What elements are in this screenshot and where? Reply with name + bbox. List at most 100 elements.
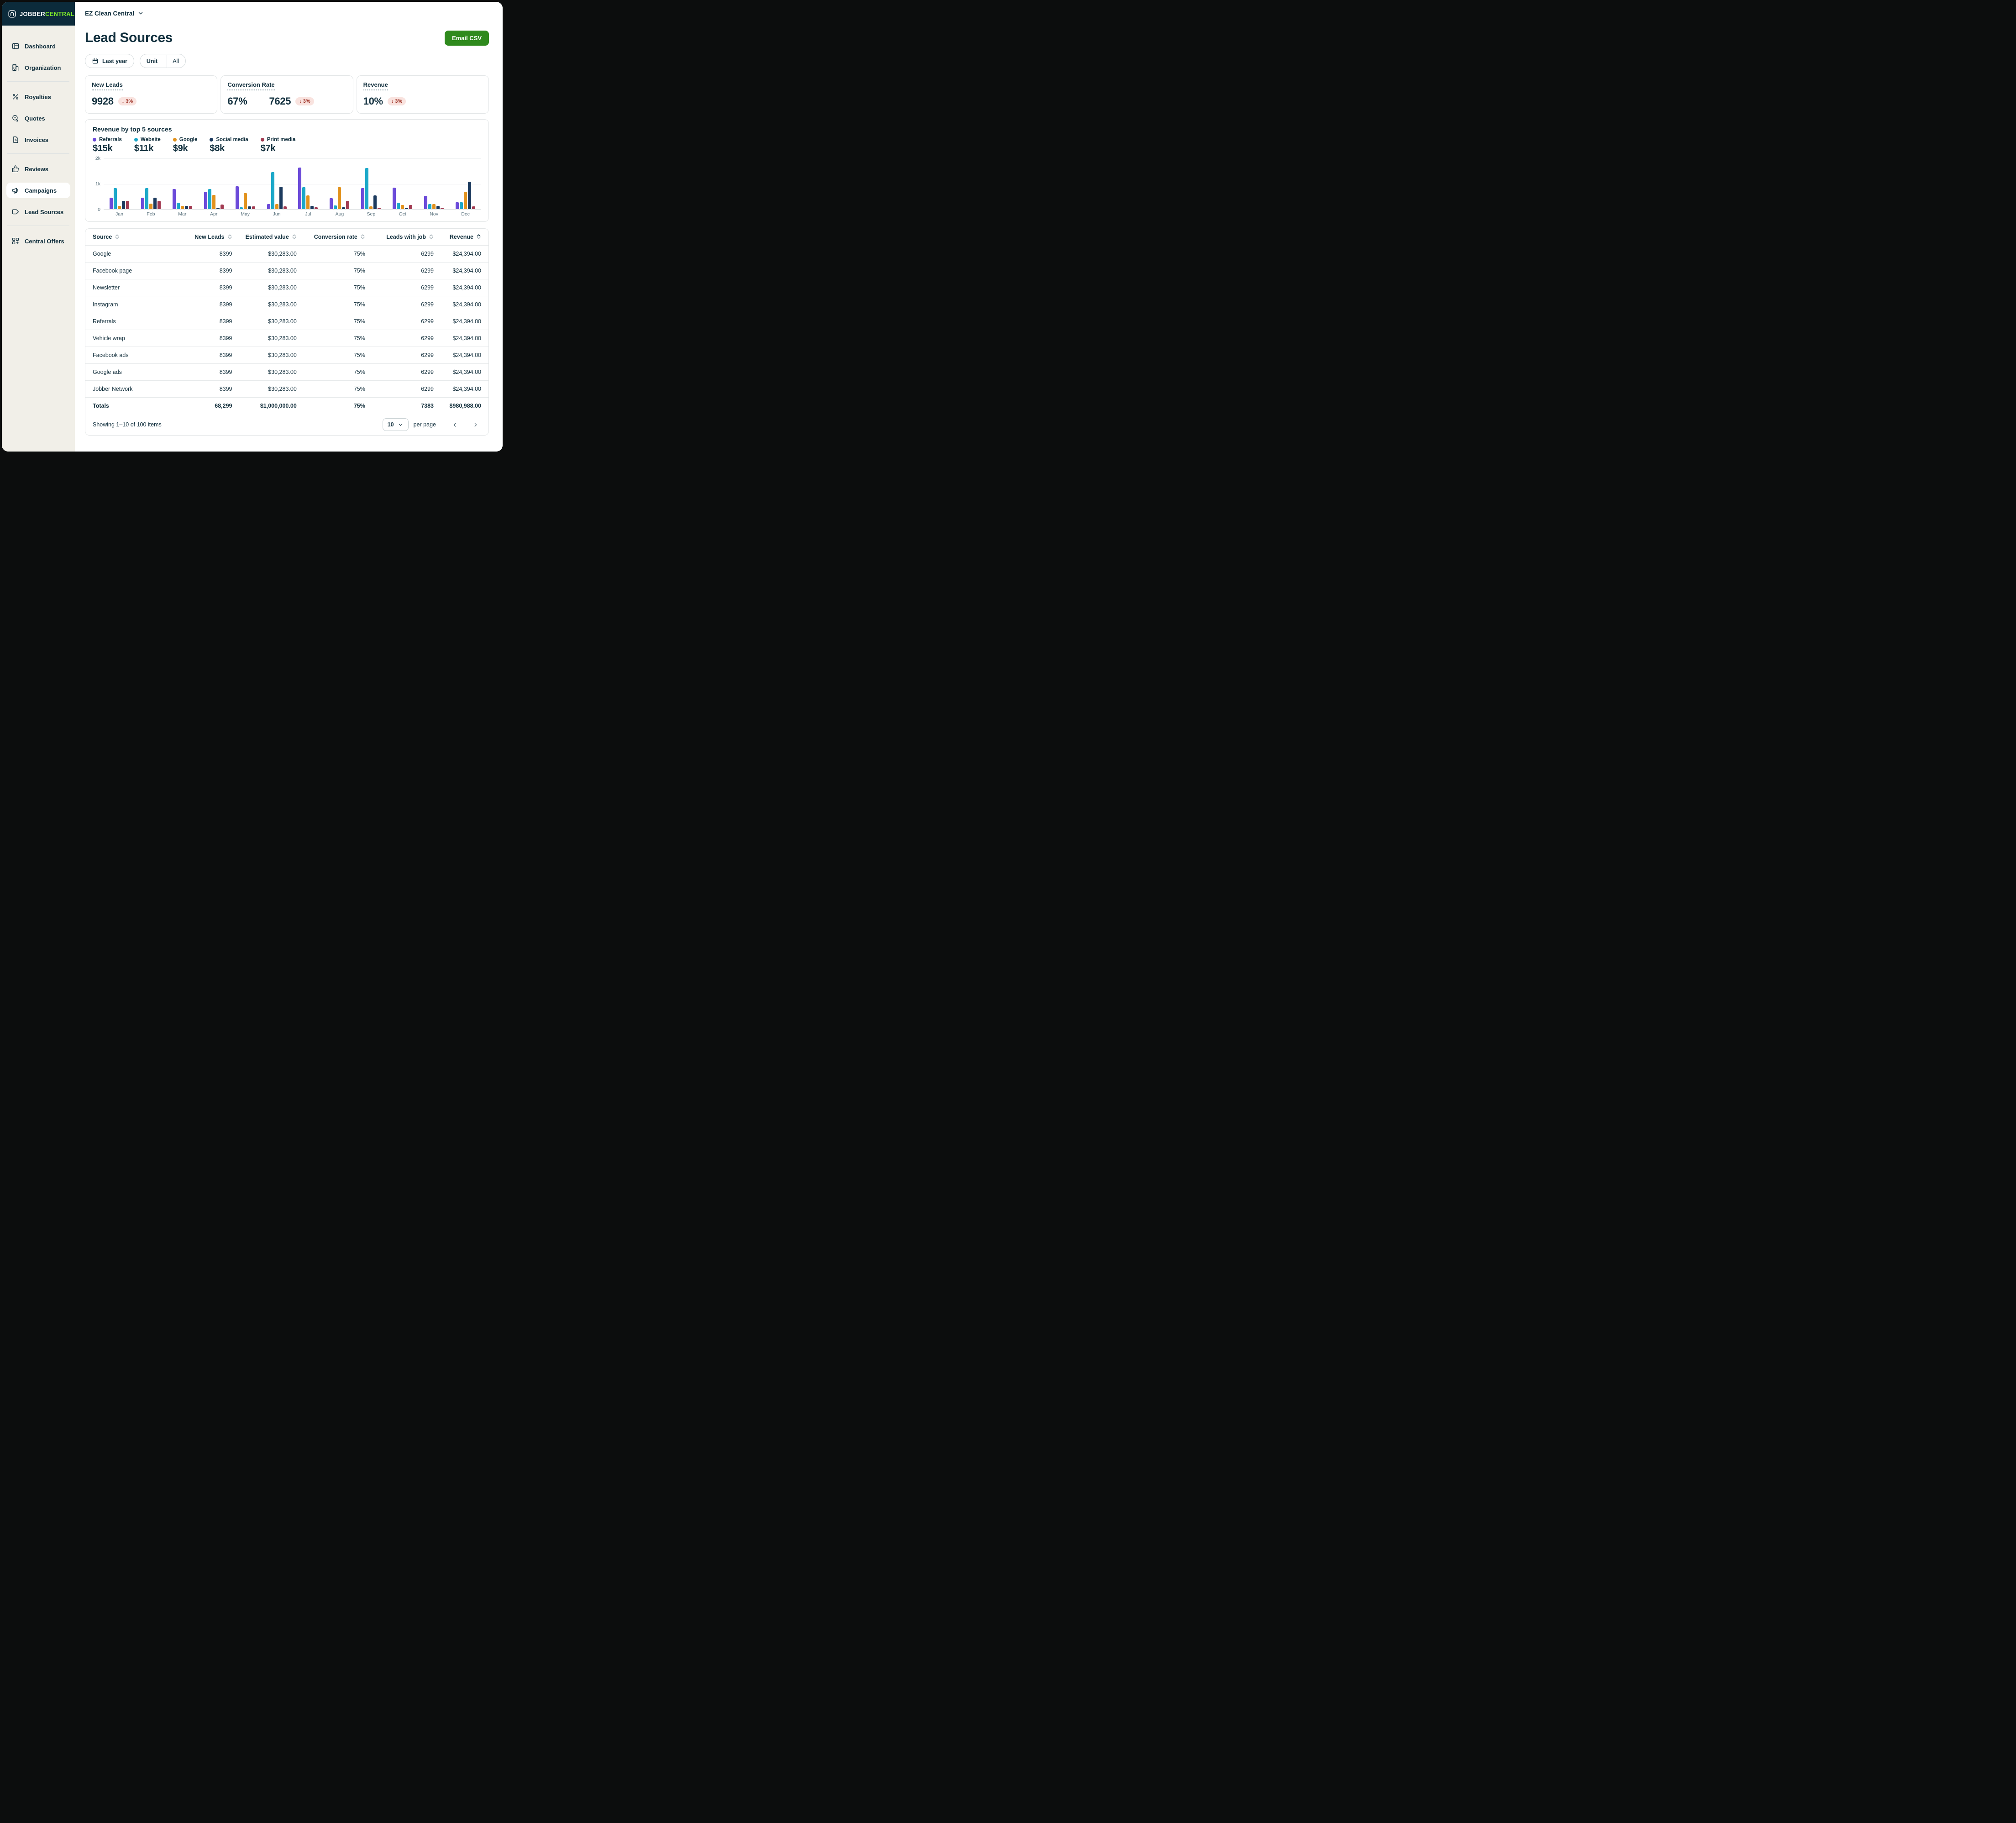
bar-google-jul[interactable] [306,195,310,209]
bar-print-media-may[interactable] [252,206,255,209]
stat-label[interactable]: New Leads [92,81,123,90]
bar-website-mar[interactable] [176,203,180,209]
sort-icon[interactable] [360,234,365,240]
bar-referrals-sep[interactable] [361,188,365,209]
bar-print-media-feb[interactable] [157,201,161,209]
stat-label[interactable]: Conversion Rate [227,81,275,90]
bar-google-jan[interactable] [117,206,121,209]
bar-google-aug[interactable] [338,187,341,209]
legend-item-print-media[interactable]: Print media $7k [260,137,295,154]
bar-google-oct[interactable] [401,205,404,209]
workspace-switcher[interactable]: EZ Clean Central [85,2,489,25]
sort-icon[interactable] [429,234,434,240]
sidebar-item-quotes[interactable]: Quotes [6,110,70,126]
sort-icon[interactable] [115,234,120,240]
bar-social-media-nov[interactable] [436,205,440,209]
bar-website-jan[interactable] [113,188,117,209]
previous-page-button[interactable] [452,422,458,428]
column-header-new-leads[interactable]: New Leads [182,229,239,246]
sort-icon[interactable] [476,234,481,240]
bar-social-media-jul[interactable] [310,206,314,209]
sidebar-item-reviews[interactable]: Reviews [6,161,70,177]
bar-social-media-apr[interactable] [216,207,220,209]
next-page-button[interactable] [472,422,478,428]
bar-google-may[interactable] [243,193,247,209]
bar-social-media-sep[interactable] [373,195,377,209]
bar-referrals-feb[interactable] [141,197,144,209]
bar-referrals-nov[interactable] [424,196,428,209]
bar-print-media-jul[interactable] [315,207,318,209]
legend-item-social-media[interactable]: Social media $8k [210,137,248,154]
bar-website-apr[interactable] [208,189,211,209]
bar-website-nov[interactable] [428,204,432,209]
bar-print-media-oct[interactable] [409,205,413,209]
bar-referrals-jun[interactable] [267,204,270,209]
legend-item-website[interactable]: Website $11k [134,137,161,154]
bar-referrals-jul[interactable] [298,167,302,209]
bar-google-nov[interactable] [432,204,436,209]
legend-item-referrals[interactable]: Referrals $15k [93,137,122,154]
toggle-option-unit[interactable]: Unit [146,58,158,64]
bar-google-feb[interactable] [149,203,152,209]
bar-referrals-oct[interactable] [393,187,396,209]
bar-social-media-feb[interactable] [153,197,157,209]
bar-social-media-may[interactable] [247,206,251,209]
bar-referrals-jan[interactable] [109,197,113,209]
x-axis-label: Nov [430,211,439,217]
bar-social-media-aug[interactable] [342,207,346,209]
bar-social-media-oct[interactable] [405,207,409,209]
bar-print-media-mar[interactable] [189,206,192,209]
bar-website-oct[interactable] [397,203,400,209]
sidebar-item-campaigns[interactable]: Campaigns [6,183,70,198]
bar-referrals-mar[interactable] [172,189,176,209]
column-header-estimated-value[interactable]: Estimated value [238,229,303,246]
table-row-vehicle-wrap: Vehicle wrap 8399 $30,283.00 75% 6299 $24,394… [85,330,488,347]
date-range-filter[interactable]: Last year [85,54,134,68]
sort-icon[interactable] [292,234,297,240]
bar-referrals-apr[interactable] [204,191,207,209]
bar-social-media-jan[interactable] [121,201,125,209]
bar-website-feb[interactable] [145,188,148,209]
bar-print-media-dec[interactable] [472,206,476,209]
bar-print-media-jan[interactable] [126,201,129,209]
bar-print-media-apr[interactable] [220,204,224,209]
bar-social-media-mar[interactable] [184,206,188,209]
sidebar-item-dashboard[interactable]: Dashboard [6,38,70,54]
column-header-conversion-rate[interactable]: Conversion rate [303,229,372,246]
column-header-source[interactable]: Source [85,229,182,246]
sidebar-item-royalties[interactable]: Royalties [6,89,70,105]
bar-print-media-jun[interactable] [283,206,287,209]
bar-website-dec[interactable] [460,202,463,209]
column-header-revenue[interactable]: Revenue [440,229,488,246]
bar-social-media-dec[interactable] [468,182,472,209]
bar-google-mar[interactable] [180,206,184,209]
sidebar-item-invoices[interactable]: $ Invoices [6,132,70,147]
legend-item-google[interactable]: Google $9k [173,137,197,154]
bar-website-jun[interactable] [271,172,274,209]
bar-google-dec[interactable] [464,191,467,209]
bar-referrals-dec[interactable] [456,202,459,209]
bar-website-may[interactable] [239,207,243,209]
bar-referrals-aug[interactable] [330,198,333,209]
bar-website-sep[interactable] [365,168,369,209]
bar-print-media-nov[interactable] [441,207,444,209]
sidebar-item-organization[interactable]: Organization [6,60,70,75]
page-size-select[interactable]: 10 [382,418,409,431]
value-cell: 6299 [371,313,440,330]
bar-website-aug[interactable] [334,205,337,209]
sidebar-item-lead-sources[interactable]: Lead Sources [6,204,70,220]
email-csv-button[interactable]: Email CSV [444,31,489,46]
bar-print-media-aug[interactable] [346,201,350,209]
bar-website-jul[interactable] [302,187,306,209]
sidebar-item-central-offers[interactable]: Central Offers [6,233,70,249]
column-header-leads-with-job[interactable]: Leads with job [371,229,440,246]
bar-google-sep[interactable] [369,206,373,209]
bar-google-jun[interactable] [275,204,278,209]
toggle-option-all[interactable]: All [167,54,185,68]
bar-social-media-jun[interactable] [279,187,283,209]
stat-label[interactable]: Revenue [363,81,388,90]
sort-icon[interactable] [227,234,232,240]
bar-print-media-sep[interactable] [378,207,381,209]
bar-referrals-may[interactable] [235,186,239,209]
bar-google-apr[interactable] [212,195,215,209]
